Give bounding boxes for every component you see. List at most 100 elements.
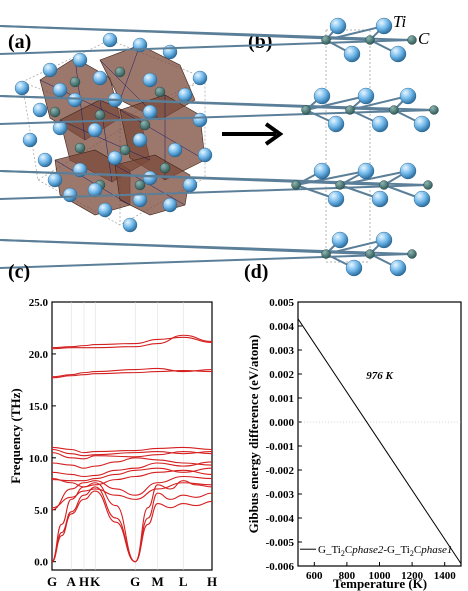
ti-atom (162, 197, 178, 213)
ti-atom (313, 87, 331, 105)
k-point-label: K (90, 574, 101, 589)
phonon-band (51, 480, 213, 563)
ti-atom (389, 259, 407, 277)
ti-atom (87, 182, 103, 198)
panel-a: (a) (8, 31, 213, 233)
phonon-plot-frame (51, 301, 213, 571)
panel-c-label: (c) (8, 261, 30, 283)
gibbs-y-axis-title: Gibbus energy difference (eV/atom) (246, 335, 261, 534)
y-tick-label: 25.0 (29, 297, 49, 309)
phonon-band (51, 486, 213, 563)
c-atom (365, 249, 375, 259)
c-atom (139, 119, 151, 131)
x-tick-label: 600 (306, 570, 323, 582)
x-tick-label: 1400 (434, 570, 457, 582)
gibbs-y-ticks: -0.006 -0.005 -0.004 -0.003 -0.002 -0.001 0.00… (266, 297, 302, 573)
y-tick-label: -0.005 (266, 537, 295, 549)
ti-atom-label: Ti (393, 12, 407, 31)
y-tick-label: 0.005 (269, 297, 294, 309)
k-point-label: H (207, 574, 217, 589)
y-tick-label: 10.0 (29, 453, 49, 465)
ti2c-layer (0, 162, 433, 208)
ti-atom (14, 80, 30, 96)
ti-atom (192, 70, 208, 86)
crossover-annotation: 976 K (366, 370, 393, 382)
phonon-band (51, 490, 213, 563)
c-atom (291, 180, 301, 190)
k-point-label: G (47, 574, 57, 589)
phonon-band (51, 461, 213, 478)
ti-atom (192, 112, 208, 128)
ti-atom (67, 92, 83, 108)
c-atom (94, 109, 106, 121)
c-atom (114, 66, 126, 78)
ti-atom (375, 17, 393, 35)
y-tick-label: 0.003 (269, 345, 294, 357)
ti2c-layers (0, 17, 439, 277)
c-atom (365, 35, 375, 45)
y-tick-label: -0.002 (266, 465, 295, 477)
ti-atom (399, 162, 417, 180)
c-atom (407, 249, 417, 259)
ti-atom (42, 62, 58, 78)
ti-atom (87, 122, 103, 138)
c-atom (407, 35, 417, 45)
high-symmetry-lines (70, 302, 184, 570)
ti-atom (52, 120, 68, 136)
panel-b: (b) Ti C (0, 12, 439, 277)
phonon-band (51, 457, 213, 469)
phonon-band (51, 482, 213, 509)
k-point-label: H (79, 574, 89, 589)
ti2c-layer (0, 17, 417, 63)
k-point-label: M (151, 574, 163, 589)
phonon-band (51, 475, 213, 511)
phonon-band (51, 469, 213, 488)
phonon-band (51, 451, 213, 460)
ti-atom (389, 45, 407, 63)
phonon-band (51, 467, 213, 482)
ti-atom (32, 102, 48, 118)
ti-atom (62, 187, 78, 203)
ti2c-layer (0, 231, 417, 277)
ti-atom (107, 150, 123, 166)
phonon-band (51, 367, 213, 378)
gibbs-x-ticks: 600 800 1000 1200 1400 (306, 562, 456, 582)
ti-atom (327, 190, 345, 208)
y-tick-label: 0.000 (269, 417, 294, 429)
ti-atom (327, 115, 345, 133)
ti-atom (413, 115, 431, 133)
y-tick-label: 0.001 (269, 393, 294, 405)
c-atom (74, 142, 86, 154)
y-tick-label: 20.0 (29, 349, 49, 361)
c-atom (321, 35, 331, 45)
ti-atom (52, 82, 68, 98)
ti-atom (167, 142, 183, 158)
ti-atom (142, 170, 158, 186)
ti-atom (182, 177, 198, 193)
y-tick-label: -0.004 (266, 513, 295, 525)
phonon-y-ticks: 0.0 5.0 10.0 15.0 20.0 25.0 (29, 297, 56, 569)
ti-atom (375, 231, 393, 249)
x-tick-label: 1000 (369, 570, 392, 582)
ti-atom (102, 32, 118, 48)
x-tick-label: 800 (339, 570, 356, 582)
c-atom (49, 106, 61, 118)
ti-atom (329, 17, 347, 35)
ti-atom (371, 190, 389, 208)
y-tick-label: 0.0 (34, 557, 48, 569)
ti-atom (92, 70, 108, 86)
k-point-label: A (67, 574, 77, 589)
y-tick-label: 15.0 (29, 401, 49, 413)
phonon-band (51, 334, 213, 350)
c-atom (379, 180, 389, 190)
panel-d: (d) -0.006 -0.005 -0.004 -0.003 -0.002 -0.001… (244, 261, 462, 591)
phonon-y-axis-title: Frequency (THz) (8, 388, 23, 483)
legend-label: G_Ti2Cphase2-G_Ti2Cphase1 (318, 544, 452, 558)
cell-outline-b (325, 29, 371, 263)
phonon-band (51, 448, 213, 457)
ti-atom (97, 202, 113, 218)
transformation-arrow (222, 122, 284, 146)
phonon-band (51, 370, 213, 379)
